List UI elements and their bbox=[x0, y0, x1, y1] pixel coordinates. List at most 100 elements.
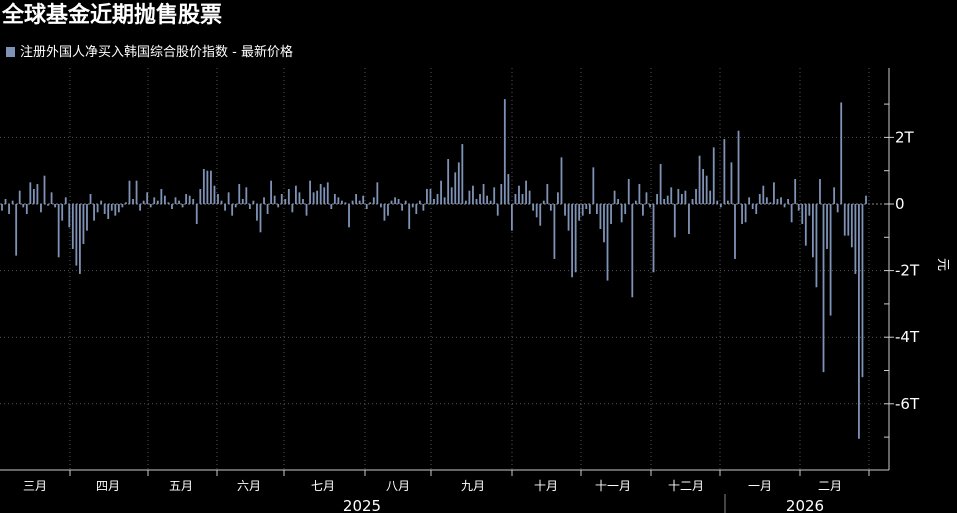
data-bar bbox=[50, 192, 53, 204]
data-bar bbox=[355, 194, 357, 204]
data-bar bbox=[125, 202, 127, 204]
chart-title: 全球基金近期抛售股票 bbox=[2, 3, 223, 28]
data-bar bbox=[865, 195, 867, 204]
data-bar bbox=[291, 204, 294, 213]
data-bar bbox=[748, 197, 751, 204]
data-bar bbox=[688, 204, 690, 234]
data-bar bbox=[744, 204, 747, 223]
data-bar bbox=[100, 200, 103, 204]
data-bar bbox=[241, 199, 244, 204]
x-month-label: 一月 bbox=[748, 479, 772, 493]
data-bar bbox=[394, 197, 396, 204]
data-bar bbox=[500, 184, 503, 204]
data-bar bbox=[613, 190, 616, 204]
data-bar bbox=[659, 164, 662, 204]
data-bar bbox=[514, 194, 517, 204]
y-tick-label: 0 bbox=[895, 195, 905, 213]
data-bar bbox=[256, 204, 258, 221]
grid-lines bbox=[0, 68, 889, 470]
data-bar bbox=[631, 204, 634, 298]
data-bar bbox=[751, 204, 754, 209]
x-year-label: 2026 bbox=[786, 497, 824, 513]
data-bar bbox=[383, 204, 386, 221]
data-bar bbox=[684, 190, 687, 204]
data-bar bbox=[149, 204, 152, 208]
data-bar bbox=[511, 204, 513, 231]
data-bar bbox=[252, 200, 255, 204]
data-bar bbox=[858, 204, 860, 439]
data-bar bbox=[287, 189, 290, 204]
x-month-label: 十二月 bbox=[668, 479, 704, 493]
y-tick-label: 2T bbox=[895, 128, 915, 146]
data-bar bbox=[358, 200, 361, 204]
data-bar bbox=[691, 199, 694, 204]
data-bar bbox=[645, 192, 648, 204]
data-bar bbox=[843, 204, 846, 236]
data-bar bbox=[794, 179, 797, 204]
data-bar bbox=[429, 189, 432, 204]
data-bar bbox=[461, 144, 464, 204]
data-bar bbox=[716, 200, 719, 204]
data-bar bbox=[443, 197, 446, 204]
data-bar bbox=[549, 204, 552, 211]
data-bar bbox=[270, 180, 273, 204]
data-bar bbox=[507, 174, 510, 204]
data-bar bbox=[783, 204, 786, 208]
data-bar bbox=[709, 190, 712, 204]
data-bar bbox=[567, 204, 570, 231]
data-bar bbox=[440, 180, 442, 204]
data-bar bbox=[850, 204, 853, 248]
data-bar bbox=[43, 175, 46, 204]
data-bar bbox=[312, 192, 315, 204]
data-bar bbox=[280, 194, 283, 204]
data-bar bbox=[1, 204, 3, 211]
data-bar bbox=[727, 200, 729, 204]
data-bar bbox=[712, 147, 715, 204]
data-bar bbox=[606, 204, 609, 281]
data-bar bbox=[571, 204, 573, 278]
data-bar bbox=[797, 204, 800, 211]
data-bar bbox=[202, 169, 205, 204]
data-bar bbox=[181, 204, 184, 208]
data-bar bbox=[801, 204, 804, 224]
data-bar bbox=[854, 204, 857, 274]
data-bar bbox=[326, 182, 329, 204]
data-bar bbox=[153, 197, 156, 204]
data-bar bbox=[489, 200, 492, 204]
data-bar bbox=[468, 190, 471, 204]
data-bar bbox=[68, 204, 71, 228]
data-bar bbox=[248, 204, 251, 209]
data-bar bbox=[599, 204, 602, 229]
data-bar bbox=[390, 200, 393, 204]
data-bar bbox=[160, 189, 163, 204]
axes bbox=[0, 68, 894, 513]
data-bar bbox=[673, 204, 676, 238]
data-bar bbox=[146, 192, 149, 204]
data-bar bbox=[397, 199, 400, 204]
data-bar bbox=[493, 187, 496, 204]
data-bar bbox=[518, 185, 520, 204]
data-bar bbox=[142, 200, 145, 204]
data-bar bbox=[433, 199, 435, 204]
data-bar bbox=[32, 189, 35, 204]
data-bar bbox=[698, 155, 701, 204]
data-bar bbox=[649, 204, 651, 208]
data-bar bbox=[677, 189, 680, 204]
data-bar bbox=[231, 204, 234, 216]
data-bar bbox=[603, 204, 605, 243]
data-bar bbox=[861, 204, 864, 378]
data-bar bbox=[811, 204, 814, 258]
data-bar bbox=[447, 159, 450, 204]
data-bar bbox=[316, 190, 319, 204]
data-bar bbox=[319, 184, 322, 204]
data-bar bbox=[213, 185, 216, 204]
data-bar bbox=[773, 182, 775, 204]
data-bar bbox=[464, 200, 467, 204]
data-bar bbox=[309, 180, 311, 204]
data-bar bbox=[36, 184, 39, 204]
data-bar bbox=[323, 187, 326, 204]
data-bar bbox=[638, 184, 641, 204]
data-bar bbox=[57, 204, 60, 258]
data-bar bbox=[617, 199, 620, 204]
data-bar bbox=[341, 200, 343, 204]
